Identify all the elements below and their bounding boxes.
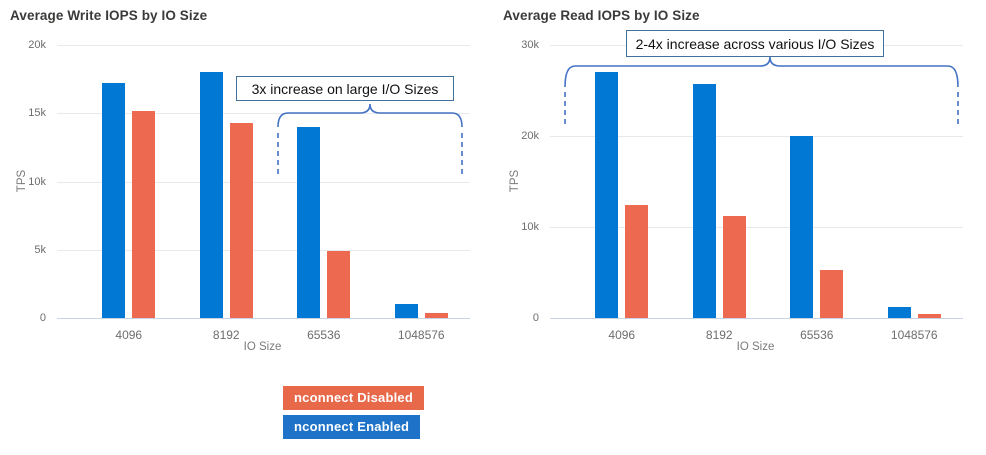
x-tick-label: 4096	[608, 328, 636, 342]
gridline	[550, 227, 963, 228]
y-tick-label: 0	[39, 312, 46, 324]
bar-nconnect-disabled-4096	[625, 205, 649, 318]
chart-title: Average Write IOPS by IO Size	[10, 8, 208, 23]
bar-nconnect-disabled-65536	[820, 269, 844, 318]
y-tick-label: 10k	[28, 175, 46, 188]
x-tick-label: 4096	[115, 328, 143, 342]
legend-item-nconnect-disabled: nconnect Disabled	[283, 386, 424, 410]
plot-area: 20k 15k 10k 5k 0 4096 8192 65536 1048576	[28, 39, 471, 342]
gridline	[57, 113, 470, 115]
y-tick-label: 30k	[521, 39, 539, 51]
category-group-4096: 4096	[80, 45, 178, 342]
plot-area: 30k 20k 10k 0 4096 8192 65536 1048576	[521, 39, 964, 342]
legend-item-nconnect-enabled: nconnect Enabled	[283, 415, 421, 439]
y-axis-label: TPS	[16, 169, 28, 193]
bar-nconnect-enabled-1048576	[394, 304, 418, 318]
category-group-8192: 8192	[178, 45, 276, 342]
y-tick-label: 5k	[34, 243, 46, 256]
x-tick-label: 65536	[307, 328, 341, 342]
y-tick-label: 20k	[521, 130, 539, 142]
category-group-65536: 65536	[275, 45, 373, 342]
bar-nconnect-enabled-65536	[790, 136, 814, 318]
bar-nconnect-disabled-4096	[132, 110, 156, 318]
bar-groups: 4096 8192 65536 1048576	[80, 45, 471, 342]
category-group-65536: 65536	[768, 45, 866, 342]
legend: nconnect Disabled nconnect Enabled	[283, 386, 424, 444]
gridline	[550, 136, 963, 137]
x-axis-line	[550, 318, 963, 319]
gridline	[57, 249, 470, 251]
bar-nconnect-disabled-1048576	[424, 313, 448, 318]
x-tick-label: 8192	[212, 328, 240, 342]
category-group-1048576: 1048576	[373, 45, 471, 342]
y-tick-label: 15k	[28, 107, 46, 120]
y-tick-label: 0	[532, 312, 539, 324]
annotation-callout: 3x increase on large I/O Sizes	[236, 76, 454, 101]
x-axis-label: IO Size	[243, 341, 282, 353]
x-tick-label: 1048576	[397, 328, 445, 342]
y-axis-label: TPS	[509, 169, 521, 193]
read-iops-chart: Average Read IOPS by IO Size TPS 30k 20k 1…	[493, 0, 986, 380]
x-axis-label: IO Size	[736, 341, 775, 353]
bar-nconnect-disabled-1048576	[917, 314, 941, 318]
bar-nconnect-enabled-8192	[692, 84, 716, 318]
bar-nconnect-enabled-8192	[199, 72, 223, 318]
chart-title: Average Read IOPS by IO Size	[503, 8, 700, 23]
bar-nconnect-enabled-1048576	[887, 307, 911, 318]
category-group-8192: 8192	[671, 45, 769, 342]
write-iops-chart: Average Write IOPS by IO Size TPS 20k 15k…	[0, 0, 493, 380]
x-tick-label: 1048576	[890, 328, 938, 342]
bar-nconnect-enabled-65536	[297, 126, 321, 318]
bar-nconnect-disabled-8192	[229, 122, 253, 318]
bar-nconnect-enabled-4096	[102, 83, 126, 318]
bar-nconnect-disabled-8192	[722, 216, 746, 318]
y-tick-label: 10k	[521, 221, 539, 233]
gridline	[57, 45, 470, 46]
x-axis-line	[57, 318, 470, 319]
x-tick-label: 8192	[705, 328, 733, 342]
annotation-callout: 2-4x increase across various I/O Sizes	[626, 30, 884, 57]
bar-groups: 4096 8192 65536 1048576	[573, 45, 964, 342]
category-group-4096: 4096	[573, 45, 671, 342]
gridline	[57, 181, 470, 183]
x-tick-label: 65536	[800, 328, 834, 342]
bar-nconnect-enabled-4096	[595, 72, 619, 318]
y-tick-label: 20k	[28, 39, 46, 51]
bar-nconnect-disabled-65536	[327, 251, 351, 318]
category-group-1048576: 1048576	[866, 45, 964, 342]
